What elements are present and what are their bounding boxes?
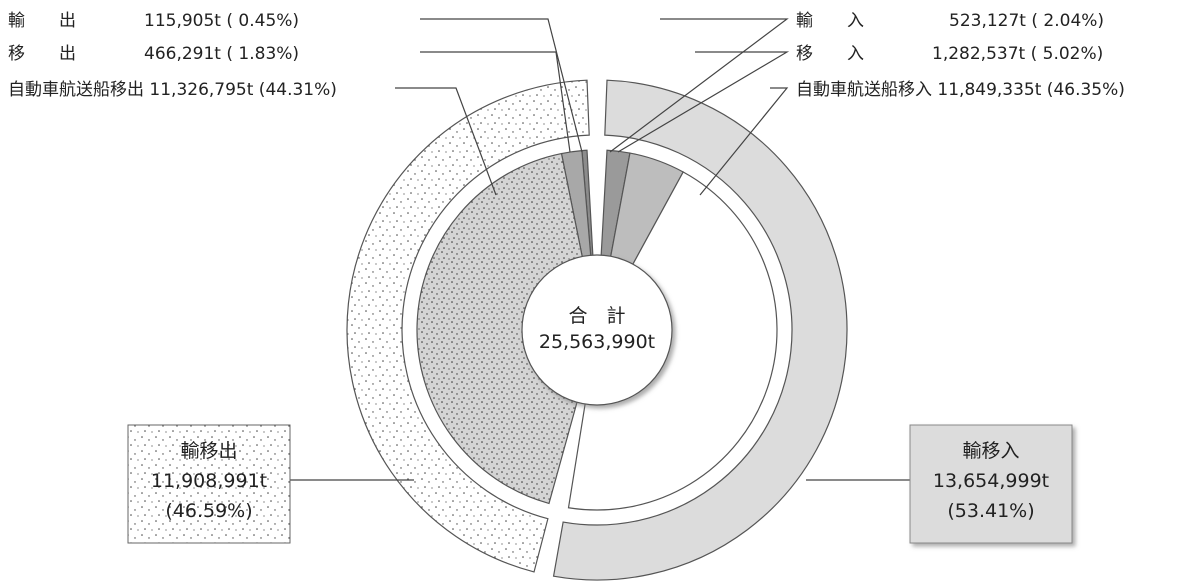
label-ferry-in: 自動車航送船移入 11,849,335t (46.35%) xyxy=(796,80,1125,100)
total-value: 25,563,990t xyxy=(539,331,655,353)
outer-segment-outbound xyxy=(346,79,590,573)
label-import: 輸 入 523,127t ( 2.04%) xyxy=(796,11,1104,31)
leader-ferry-in xyxy=(699,87,789,196)
leader-export xyxy=(420,18,583,153)
pie-slice-2-outbound xyxy=(416,152,598,505)
outbound-box-title: 輸移出 xyxy=(180,440,237,462)
label-iten-in: 移 入 1,282,537t ( 5.02%) xyxy=(796,44,1103,64)
outbound-box xyxy=(127,424,291,544)
inbound-box-value: 13,654,999t xyxy=(933,470,1049,492)
label-export: 輸 出 115,905t ( 0.45%) xyxy=(8,11,299,31)
pie-slice-2-inbound xyxy=(567,171,778,511)
label-ferry-out: 自動車航送船移出 11,326,795t (44.31%) xyxy=(8,80,337,100)
inbound-box xyxy=(909,424,1073,544)
outer-segment-inbound xyxy=(552,79,848,581)
leader-iten-in xyxy=(617,51,790,153)
total-label: 合 計 xyxy=(568,305,625,327)
leader-iten-out xyxy=(420,51,571,153)
leader-lines xyxy=(290,18,910,481)
inbound-box-title: 輸移入 xyxy=(962,440,1019,462)
leader-import xyxy=(609,18,789,153)
outer-ring xyxy=(346,79,848,581)
center-circle xyxy=(521,254,673,406)
label-iten-out: 移 出 466,291t ( 1.83%) xyxy=(8,44,299,64)
outbound-box-percent: (46.59%) xyxy=(165,500,252,522)
leader-ferry-out xyxy=(395,87,497,196)
inbound-box-percent: (53.41%) xyxy=(947,500,1034,522)
outbound-box-value: 11,908,991t xyxy=(151,470,267,492)
